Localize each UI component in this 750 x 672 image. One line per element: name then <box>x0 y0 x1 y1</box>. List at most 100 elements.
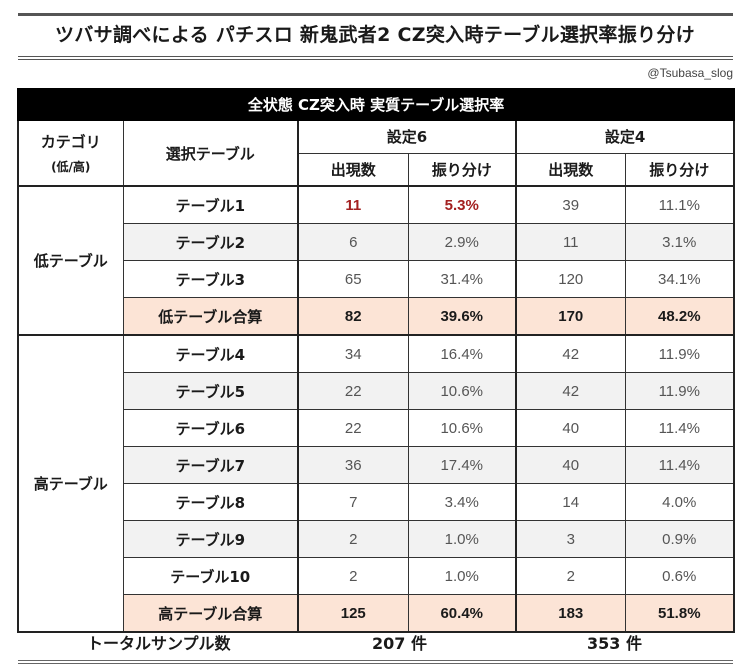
s6-ratio: 39.6% <box>407 297 517 336</box>
table-name: テーブル9 <box>122 520 299 558</box>
s4-ratio: 0.6% <box>624 557 736 595</box>
s6-count: 82 <box>297 297 409 336</box>
s4-ratio: 11.9% <box>624 334 736 373</box>
totals-row: トータルサンプル数 207 件 353 件 <box>17 624 733 658</box>
category-header-sub: (低/高) <box>51 160 91 174</box>
table-row: テーブル7 36 17.4% 40 11.4% <box>18 446 736 484</box>
table-row: 低テーブル テーブル1 11 5.3% 39 11.1% <box>17 185 736 336</box>
s6-ratio: 3.4% <box>407 483 517 521</box>
table-name: テーブル5 <box>122 372 299 410</box>
s6-ratio: 17.4% <box>407 446 517 484</box>
s4-ratio: 11.4% <box>624 446 736 484</box>
s4-ratio-header: 振り分け <box>624 152 736 187</box>
total-s6: 207 件 <box>372 634 427 653</box>
table-banner: 全状態 CZ突入時 実質テーブル選択率 <box>16 88 736 121</box>
category-header-label: カテゴリ <box>40 133 101 151</box>
table-row: テーブル3 65 31.4% 120 34.1% <box>18 260 736 298</box>
s6-count: 22 <box>297 409 409 447</box>
title-rule-lower <box>18 59 733 60</box>
setting6-header: 設定6 <box>297 119 517 154</box>
s6-ratio: 60.4% <box>407 594 517 633</box>
s4-ratio: 48.2% <box>624 297 736 336</box>
s6-ratio: 1.0% <box>407 557 517 595</box>
s6-count-header: 出現数 <box>297 152 409 187</box>
banner-row: 全状態 CZ突入時 実質テーブル選択率 <box>16 88 736 121</box>
table-row: テーブル8 7 3.4% 14 4.0% <box>18 483 736 521</box>
s4-ratio: 51.8% <box>624 594 736 633</box>
table-name: テーブル2 <box>122 223 299 261</box>
s6-count: 6 <box>297 223 409 261</box>
s4-ratio: 34.1% <box>624 260 736 298</box>
s4-count-header: 出現数 <box>515 152 626 187</box>
s4-count: 2 <box>515 557 626 595</box>
header-row-2: 出現数 振り分け 出現数 振り分け <box>18 152 736 187</box>
high-group-label: 高テーブル <box>17 334 124 633</box>
s6-ratio: 5.3% <box>407 185 517 224</box>
title-rule-upper <box>18 56 733 57</box>
table-row: テーブル6 22 10.6% 40 11.4% <box>18 409 736 447</box>
s4-count: 170 <box>515 297 626 336</box>
s6-count: 34 <box>297 334 409 373</box>
table-name: テーブル8 <box>122 483 299 521</box>
s4-count: 42 <box>515 372 626 410</box>
sum-name: 高テーブル合算 <box>122 594 299 633</box>
bottom-rule-upper <box>18 660 733 661</box>
s4-count: 11 <box>515 223 626 261</box>
s4-ratio: 3.1% <box>624 223 736 261</box>
author-credit: @Tsubasa_slog <box>647 66 733 80</box>
page-title: ツバサ調べによる パチスロ 新鬼武者2 CZ突入時テーブル選択率振り分け <box>55 24 695 46</box>
table-name: テーブル7 <box>122 446 299 484</box>
total-samples-label: トータルサンプル数 <box>87 634 231 653</box>
table-row: テーブル9 2 1.0% 3 0.9% <box>18 520 736 558</box>
s6-count: 7 <box>297 483 409 521</box>
s6-count: 36 <box>297 446 409 484</box>
table-row: テーブル10 2 1.0% 2 0.6% <box>18 557 736 595</box>
s6-count: 11 <box>297 185 409 224</box>
table-row: テーブル5 22 10.6% 42 11.9% <box>18 372 736 410</box>
table-row: テーブル2 6 2.9% 11 3.1% <box>18 223 736 261</box>
table-name: テーブル3 <box>122 260 299 298</box>
table-name: テーブル4 <box>122 334 299 373</box>
s4-ratio: 11.9% <box>624 372 736 410</box>
low-group-label: 低テーブル <box>17 185 124 336</box>
s4-count: 40 <box>515 409 626 447</box>
table-name: テーブル10 <box>122 557 299 595</box>
s4-count: 183 <box>515 594 626 633</box>
s6-ratio: 10.6% <box>407 409 517 447</box>
s4-ratio: 0.9% <box>624 520 736 558</box>
s6-ratio: 2.9% <box>407 223 517 261</box>
s4-count: 120 <box>515 260 626 298</box>
s6-ratio: 10.6% <box>407 372 517 410</box>
high-sum-row: 高テーブル合算 125 60.4% 183 51.8% <box>18 594 736 633</box>
header-row-1: カテゴリ (低/高) 選択テーブル 設定6 設定4 <box>17 119 736 187</box>
s4-ratio: 4.0% <box>624 483 736 521</box>
total-s4: 353 件 <box>587 634 642 653</box>
table-selection-rate-table: 全状態 CZ突入時 実質テーブル選択率 カテゴリ (低/高) 選択テーブル 設定… <box>16 88 736 633</box>
s4-count: 42 <box>515 334 626 373</box>
s4-count: 40 <box>515 446 626 484</box>
s6-count: 125 <box>297 594 409 633</box>
table-name: テーブル1 <box>122 185 299 224</box>
s4-count: 14 <box>515 483 626 521</box>
s4-count: 39 <box>515 185 626 224</box>
s6-count: 2 <box>297 557 409 595</box>
low-sum-row: 低テーブル合算 82 39.6% 170 48.2% <box>18 297 736 336</box>
category-header: カテゴリ (低/高) <box>17 119 124 187</box>
s6-count: 65 <box>297 260 409 298</box>
s6-ratio: 16.4% <box>407 334 517 373</box>
s4-ratio: 11.4% <box>624 409 736 447</box>
table-row: 高テーブル テーブル4 34 16.4% 42 11.9% <box>17 334 736 633</box>
s6-count: 2 <box>297 520 409 558</box>
setting4-header: 設定4 <box>515 119 736 154</box>
table-name: テーブル6 <box>122 409 299 447</box>
sum-name: 低テーブル合算 <box>122 297 299 336</box>
s6-count: 22 <box>297 372 409 410</box>
s4-ratio: 11.1% <box>624 185 736 224</box>
s6-ratio: 1.0% <box>407 520 517 558</box>
select-table-header: 選択テーブル <box>122 119 299 187</box>
top-rule <box>18 13 733 16</box>
s4-count: 3 <box>515 520 626 558</box>
s6-ratio-header: 振り分け <box>407 152 517 187</box>
s6-ratio: 31.4% <box>407 260 517 298</box>
bottom-rule-lower <box>18 663 733 664</box>
